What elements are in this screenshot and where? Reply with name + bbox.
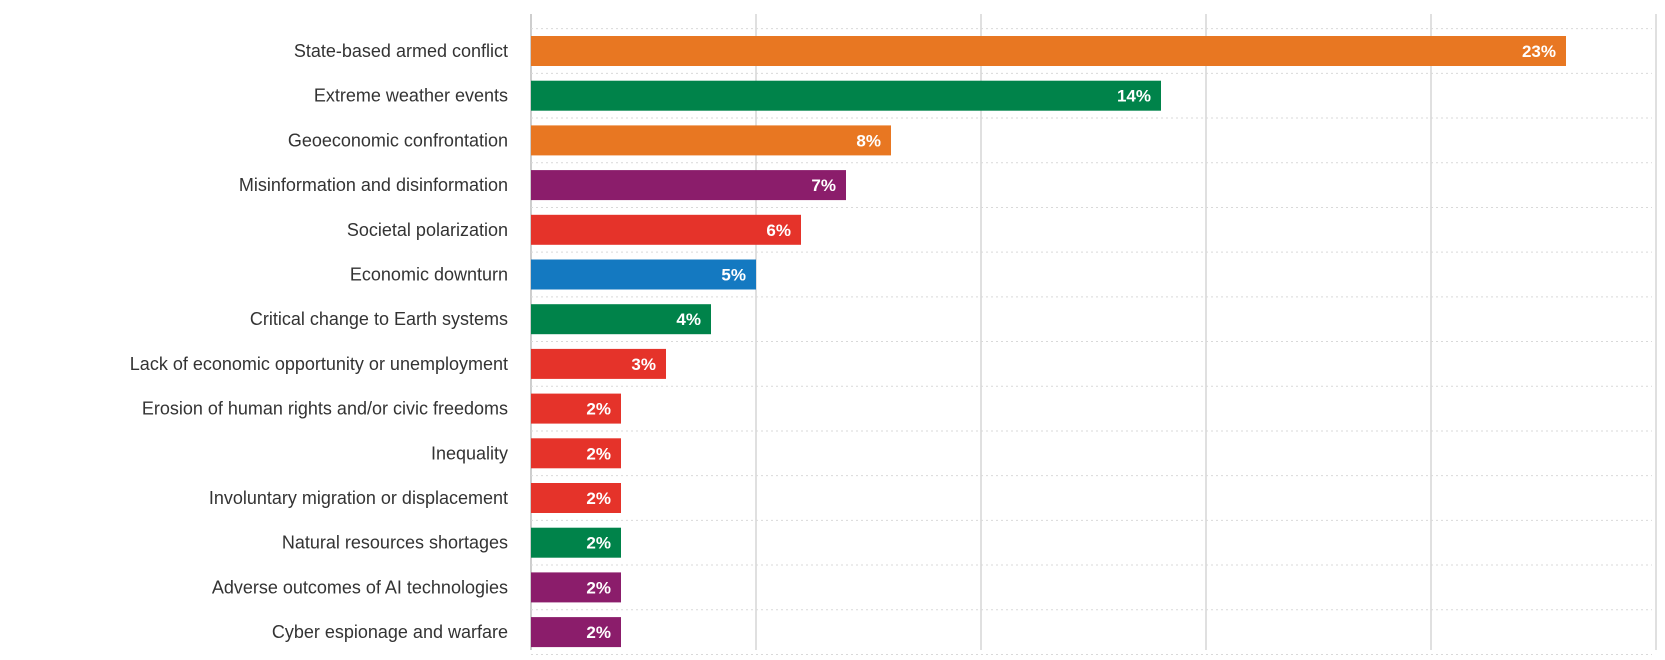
category-label: Adverse outcomes of AI technologies: [212, 577, 508, 597]
category-label: Economic downturn: [350, 265, 508, 285]
bar: [531, 214, 801, 245]
bar: [531, 80, 1161, 111]
category-label: Geoeconomic confrontation: [288, 130, 508, 150]
bar: [531, 483, 621, 513]
bar: [531, 572, 621, 603]
value-label: 2%: [586, 400, 611, 419]
category-label: Extreme weather events: [314, 86, 508, 106]
category-label: Lack of economic opportunity or unemploy…: [130, 354, 508, 374]
bar: [531, 259, 756, 290]
value-label: 2%: [586, 444, 611, 463]
value-label: 2%: [586, 489, 611, 508]
bar: [531, 617, 621, 648]
value-label: 4%: [676, 310, 701, 329]
category-label: Involuntary migration or displacement: [209, 488, 508, 508]
grid-lines: [530, 14, 1657, 655]
bar: [531, 304, 711, 335]
bar: [531, 348, 666, 379]
category-label: Critical change to Earth systems: [250, 309, 508, 329]
value-label: 6%: [766, 221, 791, 240]
category-labels: State-based armed conflict Extreme weathe…: [130, 41, 508, 642]
category-label: State-based armed conflict: [294, 41, 508, 61]
value-label: 3%: [631, 355, 656, 374]
category-label: Societal polarization: [347, 220, 508, 240]
category-label: Natural resources shortages: [282, 533, 508, 553]
value-label: 7%: [811, 176, 836, 195]
category-label: Inequality: [431, 443, 508, 463]
value-label: 5%: [721, 266, 746, 285]
category-label: Erosion of human rights and/or civic fre…: [142, 399, 508, 419]
bars: [531, 36, 1566, 648]
bar: [531, 36, 1566, 66]
category-label: Misinformation and disinformation: [239, 175, 508, 195]
value-label: 14%: [1117, 87, 1151, 106]
bar: [531, 170, 846, 201]
bar: [531, 393, 621, 424]
bar: [531, 125, 891, 156]
bar: [531, 527, 621, 558]
value-label: 23%: [1522, 42, 1556, 61]
value-label: 2%: [586, 578, 611, 597]
value-label: 2%: [586, 534, 611, 553]
value-label: 8%: [856, 131, 881, 150]
category-label: Cyber espionage and warfare: [272, 622, 508, 642]
bar: [531, 438, 621, 469]
value-labels: 23% 14% 8% 7% 6% 5% 4% 3% 2% 2% 2% 2% 2% 2%: [586, 42, 1556, 642]
value-label: 2%: [586, 623, 611, 642]
